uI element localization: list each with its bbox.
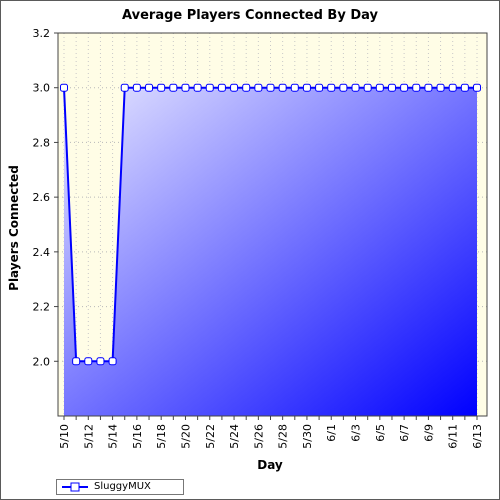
data-point bbox=[327, 83, 336, 92]
x-axis-ticks: 5/10 5/12 5/14 5/16 5/18 5/20 5/22 5/24 5/26 5/28… bbox=[58, 416, 484, 449]
y-tick-label: 2.8 bbox=[33, 136, 51, 149]
data-point bbox=[72, 357, 81, 366]
data-point bbox=[230, 83, 239, 92]
x-tick-label: 5/28 bbox=[277, 424, 290, 449]
data-point bbox=[132, 83, 141, 92]
data-point bbox=[351, 83, 360, 92]
y-tick-label: 3.2 bbox=[33, 27, 51, 40]
y-tick-label: 2.6 bbox=[33, 191, 51, 204]
x-tick-label: 6/7 bbox=[398, 424, 411, 442]
data-point bbox=[448, 83, 457, 92]
data-point bbox=[424, 83, 433, 92]
data-point bbox=[339, 83, 348, 92]
x-tick-label: 6/11 bbox=[447, 424, 460, 449]
y-tick-label: 3.0 bbox=[33, 82, 51, 95]
data-point bbox=[375, 83, 384, 92]
plot-border bbox=[57, 32, 488, 417]
data-point bbox=[400, 83, 409, 92]
data-point bbox=[387, 83, 396, 92]
x-tick-label: 5/24 bbox=[228, 424, 241, 449]
data-point bbox=[120, 83, 129, 92]
data-point bbox=[169, 83, 178, 92]
data-point bbox=[205, 83, 214, 92]
data-point bbox=[181, 83, 190, 92]
x-tick-label: 5/22 bbox=[204, 424, 217, 449]
chart-title: Average Players Connected By Day bbox=[122, 8, 378, 23]
data-point bbox=[290, 83, 299, 92]
x-tick-label: 5/14 bbox=[107, 424, 120, 449]
data-point bbox=[242, 83, 251, 92]
data-point bbox=[84, 357, 93, 366]
data-point bbox=[266, 83, 275, 92]
y-tick-label: 2.0 bbox=[33, 355, 51, 368]
x-tick-label: 5/20 bbox=[179, 424, 192, 449]
legend-label: SluggyMUX bbox=[94, 481, 151, 492]
series-markers bbox=[60, 83, 481, 366]
area-fill bbox=[64, 87, 477, 416]
legend-swatch bbox=[62, 482, 88, 492]
data-point bbox=[473, 83, 481, 92]
y-axis-ticks: 2.0 2.2 2.4 2.6 2.8 3.0 3.2 bbox=[33, 27, 58, 368]
x-tick-label: 5/18 bbox=[155, 424, 168, 449]
x-tick-label: 5/16 bbox=[131, 424, 144, 449]
data-point bbox=[302, 83, 311, 92]
data-point bbox=[412, 83, 421, 92]
x-tick-label: 5/10 bbox=[58, 424, 71, 449]
x-tick-label: 6/5 bbox=[374, 424, 387, 442]
x-tick-label: 5/12 bbox=[82, 424, 95, 449]
y-tick-label: 2.4 bbox=[33, 246, 51, 259]
x-tick-label: 6/9 bbox=[422, 424, 435, 442]
data-point bbox=[96, 357, 105, 366]
x-tick-label: 5/30 bbox=[301, 424, 314, 449]
data-point bbox=[436, 83, 445, 92]
data-point bbox=[460, 83, 469, 92]
data-point bbox=[108, 357, 117, 366]
data-point bbox=[193, 83, 202, 92]
x-tick-label: 5/26 bbox=[252, 424, 265, 449]
data-point bbox=[363, 83, 372, 92]
data-point bbox=[278, 83, 287, 92]
data-point bbox=[217, 83, 226, 92]
data-point bbox=[145, 83, 154, 92]
x-tick-label: 6/1 bbox=[325, 424, 338, 442]
x-axis-label: Day bbox=[257, 458, 283, 472]
data-point bbox=[315, 83, 324, 92]
x-tick-label: 6/3 bbox=[350, 424, 363, 442]
y-tick-label: 2.2 bbox=[33, 301, 51, 314]
data-point bbox=[60, 83, 68, 92]
data-point bbox=[157, 83, 166, 92]
y-axis-label: Players Connected bbox=[7, 165, 21, 291]
data-point bbox=[254, 83, 263, 92]
x-tick-label: 6/13 bbox=[471, 424, 484, 449]
legend: SluggyMUX bbox=[56, 479, 184, 495]
